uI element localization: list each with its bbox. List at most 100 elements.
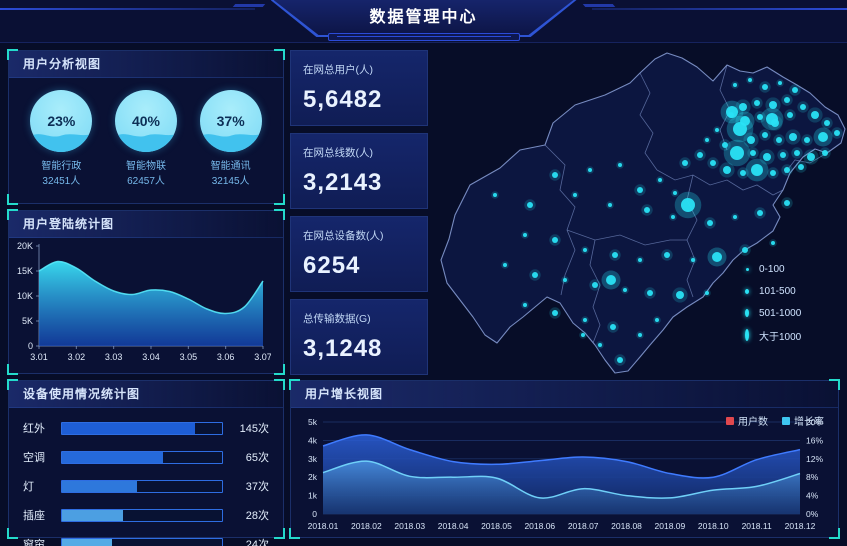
stat-card: 在网总线数(人) 3,2143	[290, 133, 428, 209]
svg-text:2018.02: 2018.02	[351, 521, 382, 531]
stat-card-value: 6254	[303, 252, 361, 279]
map-legend-dot-icon	[745, 267, 749, 271]
stat-card-value: 3,1248	[303, 335, 383, 362]
panel-device-usage: 设备使用情况统计图 红外 145次空调 65次灯 37次插座 28次窗帘 24次	[7, 379, 285, 546]
svg-text:4k: 4k	[308, 435, 318, 445]
device-bars-group: 红外 145次空调 65次灯 37次插座 28次窗帘 24次	[9, 408, 283, 546]
wave-shape	[199, 133, 262, 152]
stat-card-label: 在网总设备数(人)	[303, 230, 384, 242]
svg-text:3.05: 3.05	[180, 352, 198, 362]
map-legend-dot-box	[745, 329, 759, 341]
svg-text:20K: 20K	[17, 241, 33, 251]
svg-text:2018.11: 2018.11	[742, 521, 772, 531]
liquid-circle-item: 37% 智能通讯 32145人	[191, 90, 271, 189]
device-bar-label: 红外	[23, 423, 45, 435]
legend-swatch-icon	[726, 416, 734, 425]
stat-card: 在网总用户(人) 5,6482	[290, 50, 428, 126]
svg-text:5K: 5K	[22, 316, 33, 326]
device-bar-row: 空调 65次	[23, 449, 269, 465]
panel-title-user-analysis: 用户分析视图	[9, 51, 283, 78]
map-legend-dot-icon	[745, 329, 749, 341]
device-bar-fill	[62, 480, 138, 492]
header-underbar	[327, 33, 520, 41]
login-area-chart: 0 5K 10K 15K 20K 3.01 3.02 3.03 3.04 3.05 3.06 3.07	[17, 241, 272, 362]
wave-shape	[30, 133, 93, 152]
svg-text:2018.12: 2018.12	[785, 521, 816, 531]
map-legend-dot-box	[745, 309, 759, 317]
map-legend-dot-icon	[745, 288, 749, 294]
device-bar-row: 红外 145次	[23, 420, 269, 436]
device-bar-row: 窗帘 24次	[23, 536, 269, 546]
panel-user-analysis: 用户分析视图 23% 智能行政 32451人 40% 智能物联 62457人 37% 智能通讯…	[7, 49, 285, 205]
stat-card-value: 3,2143	[303, 169, 383, 196]
svg-text:2018.01: 2018.01	[308, 521, 339, 531]
device-bar-fill	[62, 422, 195, 434]
circle-percent-value: 37%	[216, 113, 245, 129]
svg-text:2018.08: 2018.08	[611, 521, 642, 531]
panel-user-growth: 用户增长视图 用户数 增长率 0 0% 1k 4% 2k 8% 3k 12% 4k 16% 5k 20%…	[289, 379, 840, 539]
svg-text:3.02: 3.02	[68, 352, 86, 362]
device-bar-label: 空调	[23, 452, 45, 464]
device-bar-fill	[62, 509, 123, 521]
svg-text:3.03: 3.03	[105, 352, 123, 362]
map-legend-item: 501-1000	[745, 302, 841, 324]
stat-card-label: 总传输数据(G)	[303, 313, 371, 325]
map-legend-item: 101-500	[745, 280, 841, 302]
svg-text:1k: 1k	[308, 491, 318, 501]
legend-item-growth-rate[interactable]: 增长率	[782, 413, 824, 428]
svg-text:0: 0	[28, 341, 33, 351]
svg-text:2018.03: 2018.03	[394, 521, 425, 531]
svg-text:0: 0	[312, 509, 317, 519]
device-bar-row: 灯 37次	[23, 478, 269, 494]
province-map	[440, 52, 846, 374]
device-bar-fill	[62, 538, 112, 546]
device-bar-fill	[62, 451, 163, 463]
svg-text:2018.04: 2018.04	[438, 521, 469, 531]
device-bar-track	[61, 421, 223, 435]
map-legend-item: 0-100	[745, 258, 841, 280]
svg-text:2018.09: 2018.09	[655, 521, 686, 531]
stat-card: 总传输数据(G) 3,1248	[290, 299, 428, 375]
liquid-circles-group: 23% 智能行政 32451人 40% 智能物联 62457人 37% 智能通讯 32145人	[9, 78, 283, 189]
device-bar-track	[61, 450, 223, 464]
svg-text:3.06: 3.06	[217, 352, 235, 362]
map-legend-label: 501-1000	[759, 307, 802, 319]
stat-card: 在网总设备数(人) 6254	[290, 216, 428, 292]
panel-login-stats: 用户登陆统计图 0 5K 10K 15K 20K 3.01 3.02 3.03 3.04 3.05…	[7, 209, 285, 375]
svg-text:4%: 4%	[806, 491, 819, 501]
legend-item-user-count[interactable]: 用户数	[726, 413, 768, 428]
device-bar-label: 灯	[23, 481, 34, 493]
device-bar-label: 窗帘	[23, 539, 45, 546]
panel-title-device-usage: 设备使用情况统计图	[9, 381, 283, 408]
liquid-circle-item: 23% 智能行政 32451人	[21, 90, 101, 189]
map-legend-item: 大于1000	[745, 324, 841, 346]
legend-label: 用户数	[738, 417, 768, 428]
page-title: 数据管理中心	[369, 9, 478, 26]
liquid-circle-item: 40% 智能物联 62457人	[106, 90, 186, 189]
svg-text:10K: 10K	[17, 291, 33, 301]
svg-text:2018.05: 2018.05	[481, 521, 512, 531]
liquid-circle-gauge: 37%	[199, 90, 262, 152]
legend-label: 增长率	[794, 417, 824, 428]
header-line-left	[0, 8, 255, 10]
growth-dual-axis-chart: 0 0% 1k 4% 2k 8% 3k 12% 4k 16% 5k 20% 2018.01 2018.02…	[308, 417, 824, 531]
device-bar-track	[61, 537, 223, 546]
map-legend-label: 101-500	[759, 285, 796, 297]
device-bar-value: 65次	[245, 452, 269, 464]
liquid-circle-gauge: 40%	[114, 90, 177, 152]
device-bar-value: 37次	[245, 481, 269, 493]
svg-text:0%: 0%	[806, 509, 819, 519]
svg-text:2k: 2k	[308, 472, 318, 482]
map-area	[435, 45, 847, 375]
svg-text:2018.07: 2018.07	[568, 521, 599, 531]
map-legend-dot-box	[745, 288, 759, 294]
map-legend-label: 大于1000	[759, 331, 802, 343]
svg-text:3.07: 3.07	[254, 352, 271, 362]
device-bar-row: 插座 28次	[23, 507, 269, 523]
svg-text:12%: 12%	[806, 454, 823, 464]
map-legend-label: 0-100	[759, 263, 785, 275]
svg-text:3.04: 3.04	[142, 352, 160, 362]
svg-text:16%: 16%	[806, 435, 823, 445]
header: 数据管理中心	[0, 0, 847, 43]
